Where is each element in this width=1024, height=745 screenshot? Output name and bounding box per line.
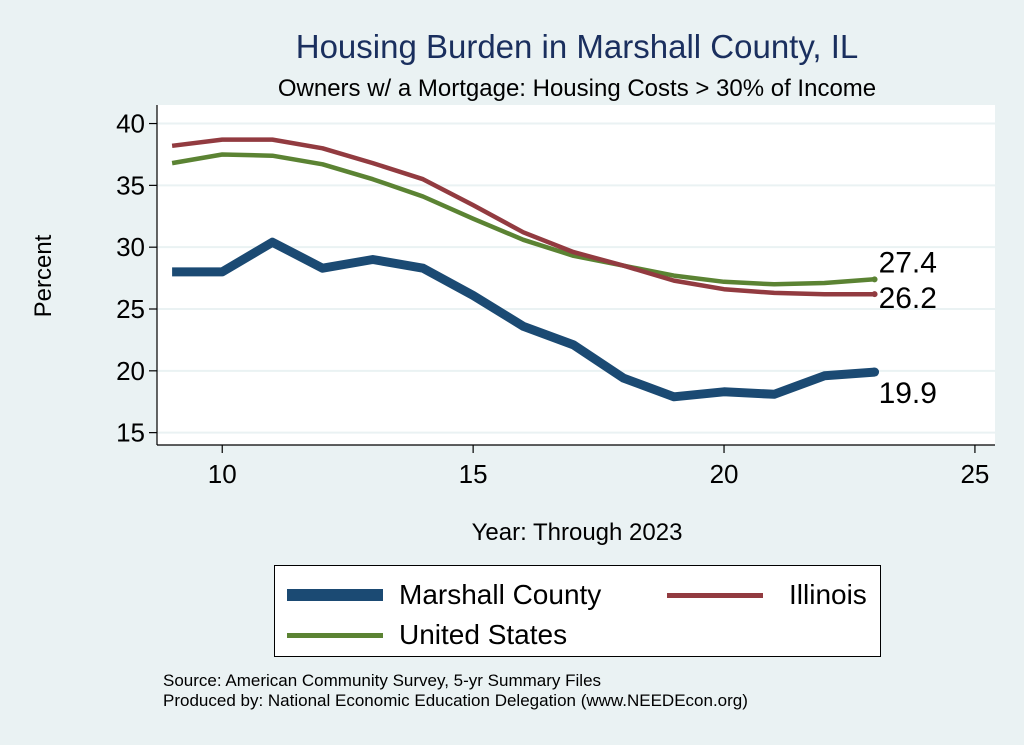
legend-item-marshall-county: Marshall County bbox=[287, 579, 601, 611]
producer-line: Produced by: National Economic Education… bbox=[163, 691, 748, 710]
y-tick-label: 25 bbox=[116, 294, 145, 324]
x-tick-label: 15 bbox=[459, 459, 488, 489]
chart-title: Housing Burden in Marshall County, IL bbox=[295, 28, 859, 65]
legend-item-illinois: Illinois bbox=[667, 579, 867, 611]
legend-label-marshall-county: Marshall County bbox=[399, 579, 602, 610]
legend-swatch-illinois bbox=[667, 592, 763, 598]
chart-legend: Marshall County Illinois United States bbox=[274, 565, 881, 657]
x-tick-label: 20 bbox=[710, 459, 739, 489]
y-tick-label: 35 bbox=[116, 170, 145, 200]
legend-swatch-united-states bbox=[287, 632, 383, 638]
chart-subtitle: Owners w/ a Mortgage: Housing Costs > 30… bbox=[277, 75, 877, 102]
x-axis-label: Year: Through 2023 bbox=[471, 519, 683, 546]
series-line-united-states bbox=[171, 152, 875, 287]
y-tick-label: 40 bbox=[116, 109, 145, 139]
end-label-illinois: 26.2 bbox=[879, 282, 937, 315]
x-tick-label: 10 bbox=[208, 459, 237, 489]
y-axis-label: Percent bbox=[30, 234, 57, 318]
end-label-united-states: 27.4 bbox=[879, 246, 937, 279]
source-line: Source: American Community Survey, 5-yr … bbox=[163, 671, 602, 690]
series-end-point-marshall-county bbox=[870, 367, 880, 377]
series-line-marshall-county bbox=[172, 237, 875, 402]
y-tick-label: 30 bbox=[116, 232, 145, 262]
series-end-point-united-states bbox=[871, 276, 878, 283]
series-end-point-illinois bbox=[871, 291, 878, 298]
end-label-marshall-county: 19.9 bbox=[879, 377, 937, 410]
y-tick-label: 15 bbox=[116, 418, 145, 448]
legend-label-illinois: Illinois bbox=[789, 579, 867, 610]
legend-swatch-marshall-county bbox=[287, 589, 383, 601]
legend-label-united-states: United States bbox=[399, 619, 568, 650]
series-line-illinois bbox=[171, 137, 875, 297]
x-tick-label: 25 bbox=[960, 459, 989, 489]
legend-item-united-states: United States bbox=[287, 619, 567, 651]
y-tick-label: 20 bbox=[116, 356, 145, 386]
source-note: Source: American Community Survey, 5-yr … bbox=[163, 671, 748, 711]
